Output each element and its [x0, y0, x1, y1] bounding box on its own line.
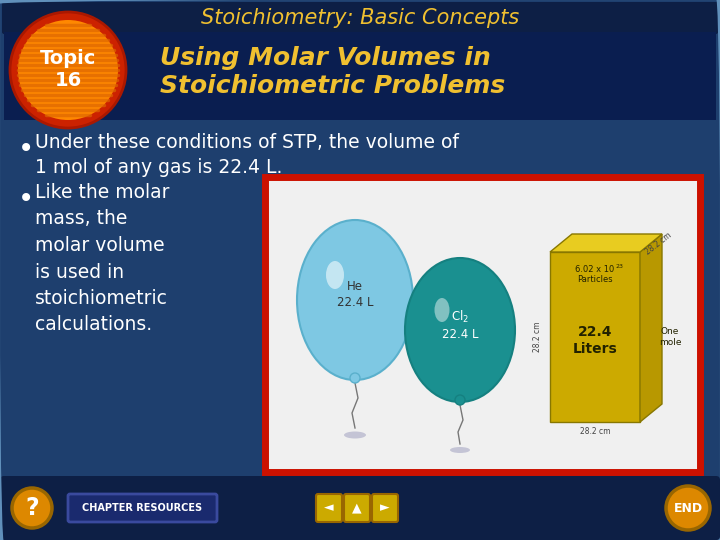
- Text: END: END: [673, 502, 703, 515]
- Text: Cl$_2$
22.4 L: Cl$_2$ 22.4 L: [442, 309, 478, 341]
- Text: Like the molar
mass, the
molar volume
is used in
stoichiometric
calculations.: Like the molar mass, the molar volume is…: [35, 183, 169, 334]
- FancyBboxPatch shape: [550, 252, 640, 422]
- FancyBboxPatch shape: [4, 120, 716, 480]
- Text: 28.2 cm: 28.2 cm: [580, 428, 611, 436]
- Circle shape: [350, 373, 360, 383]
- Ellipse shape: [434, 298, 449, 322]
- FancyBboxPatch shape: [2, 2, 718, 34]
- Text: He
22.4 L: He 22.4 L: [337, 280, 373, 309]
- Ellipse shape: [344, 431, 366, 438]
- Circle shape: [12, 488, 52, 528]
- Circle shape: [10, 12, 126, 128]
- FancyBboxPatch shape: [4, 32, 716, 120]
- Text: Using Molar Volumes in
Stoichiometric Problems: Using Molar Volumes in Stoichiometric Pr…: [160, 45, 505, 98]
- FancyBboxPatch shape: [316, 494, 342, 522]
- Polygon shape: [640, 234, 662, 422]
- Text: 28.2 cm: 28.2 cm: [643, 231, 672, 257]
- Polygon shape: [550, 234, 662, 252]
- Text: 28.2 cm: 28.2 cm: [534, 322, 542, 352]
- FancyBboxPatch shape: [68, 494, 217, 522]
- Circle shape: [455, 395, 465, 405]
- FancyBboxPatch shape: [265, 177, 700, 472]
- Text: 6.02 x 10: 6.02 x 10: [575, 266, 615, 274]
- Ellipse shape: [450, 447, 470, 453]
- Text: ►: ►: [380, 502, 390, 515]
- FancyBboxPatch shape: [372, 494, 398, 522]
- Text: 23: 23: [615, 264, 623, 268]
- FancyBboxPatch shape: [344, 494, 370, 522]
- Text: ◄: ◄: [324, 502, 334, 515]
- Text: ?: ?: [25, 496, 39, 520]
- Text: Topic
16: Topic 16: [40, 50, 96, 91]
- Circle shape: [18, 20, 118, 120]
- Text: One
mole: One mole: [659, 327, 681, 347]
- FancyBboxPatch shape: [0, 476, 720, 540]
- Text: •: •: [18, 135, 35, 163]
- Text: •: •: [18, 185, 35, 213]
- Text: 22.4: 22.4: [577, 325, 612, 339]
- Text: CHAPTER RESOURCES: CHAPTER RESOURCES: [82, 503, 202, 513]
- Text: Liters: Liters: [572, 342, 617, 356]
- Ellipse shape: [326, 261, 344, 289]
- Text: Stoichiometry: Basic Concepts: Stoichiometry: Basic Concepts: [201, 8, 519, 28]
- Text: ▲: ▲: [352, 502, 362, 515]
- Ellipse shape: [297, 220, 413, 380]
- Circle shape: [666, 486, 710, 530]
- Text: Under these conditions of STP, the volume of
1 mol of any gas is 22.4 L.: Under these conditions of STP, the volum…: [35, 133, 459, 177]
- Text: Particles: Particles: [577, 275, 613, 285]
- Ellipse shape: [405, 258, 515, 402]
